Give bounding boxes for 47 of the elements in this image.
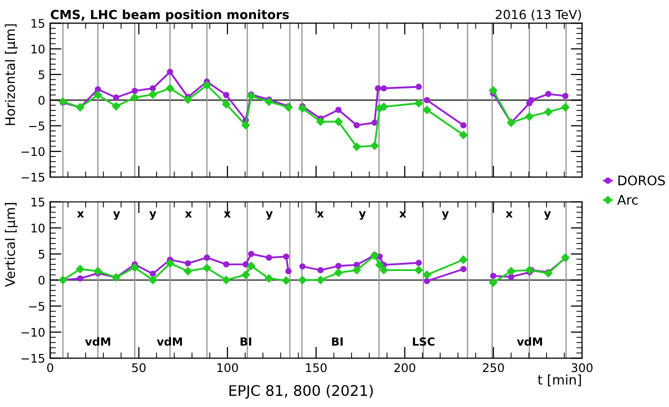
- annotation: LSC: [412, 337, 434, 346]
- annotation: y: [442, 211, 449, 220]
- annotation: x: [77, 211, 84, 218]
- annotation: vdM: [85, 337, 110, 346]
- y-tick-label: −10: [22, 147, 45, 156]
- text: EPJC 81, 800 (2021): [230, 384, 373, 399]
- y-tick-label: 0: [38, 96, 45, 105]
- y-tick-label: −10: [22, 328, 45, 337]
- x-tick-label: 200: [394, 363, 416, 372]
- annotation: x: [399, 211, 406, 218]
- annotation: x: [224, 211, 231, 218]
- annotation: y: [149, 211, 156, 220]
- y-tick-label: −15: [22, 172, 44, 182]
- annotation: x: [185, 211, 192, 218]
- y-axis-title: Horizontal [μm]: [4, 24, 18, 126]
- legend-label: DOROS: [618, 175, 665, 186]
- x-tick-label: 50: [132, 363, 146, 372]
- x-tick-label: 250: [482, 363, 504, 372]
- annotation: BI: [240, 337, 252, 346]
- legend-label: Arc: [617, 194, 638, 205]
- annotation: y: [358, 211, 366, 220]
- annotation: y: [266, 211, 273, 220]
- annotation: BI: [332, 337, 343, 346]
- annotation: y: [113, 211, 120, 220]
- y-tick-label: 15: [32, 198, 44, 207]
- y-tick-label: 10: [32, 44, 45, 54]
- y-tick-label: 0: [38, 276, 45, 285]
- annotation: vdM: [156, 337, 182, 346]
- y-tick-label: 10: [32, 224, 45, 233]
- x-tick-label: 300: [572, 363, 593, 372]
- y-tick-label: −15: [22, 354, 44, 363]
- y-tick-label: −5: [29, 302, 44, 311]
- chart-subtitle: 2016 (13 TeV): [496, 10, 581, 21]
- y-tick-label: 5: [38, 70, 44, 80]
- chart-title: CMS, LHC beam position monitors: [50, 10, 289, 22]
- x-tick-label: 100: [217, 363, 238, 372]
- annotation: x: [316, 211, 324, 218]
- annotation: x: [506, 211, 513, 218]
- x-tick-label: 150: [306, 363, 327, 372]
- y-tick-label: 15: [32, 19, 44, 28]
- annotation: y: [544, 211, 551, 220]
- annotation: vdM: [516, 337, 542, 346]
- y-axis-title: Vertical [μm]: [4, 203, 18, 287]
- x-tick-label: 0: [47, 363, 54, 372]
- y-tick-label: −5: [29, 122, 44, 130]
- y-tick-label: 5: [38, 250, 44, 259]
- x-axis-title: t [min]: [538, 374, 581, 386]
